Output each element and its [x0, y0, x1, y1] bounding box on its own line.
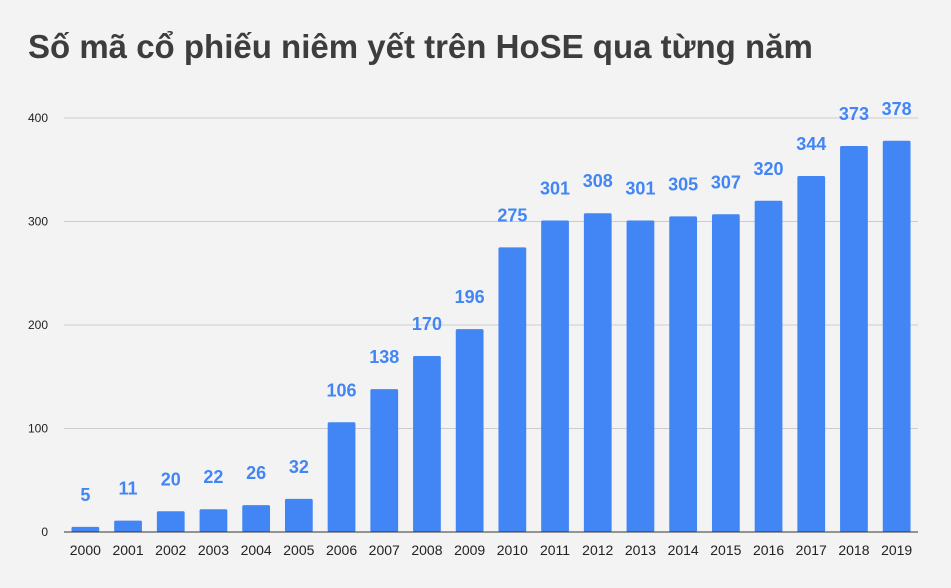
bar-2016: [754, 200, 783, 533]
y-tick-label: 100: [28, 422, 48, 436]
x-tick-label-2006: 2006: [326, 542, 357, 558]
bar-2005: [284, 498, 313, 532]
bar-2015: [711, 214, 740, 532]
x-tick-label-2003: 2003: [198, 542, 229, 558]
data-label-2001: 11: [119, 479, 138, 499]
bar-2018: [840, 145, 868, 532]
data-label-2009: 196: [455, 287, 485, 307]
x-tick-label-2008: 2008: [411, 542, 442, 558]
data-label-2011: 301: [540, 178, 570, 198]
data-label-2016: 320: [754, 159, 784, 179]
bar-2017: [797, 175, 826, 532]
data-label-2019: 378: [882, 99, 912, 119]
bar-2000: [71, 526, 100, 532]
x-tick-label-2012: 2012: [582, 542, 613, 558]
x-tick-label-2013: 2013: [625, 542, 656, 558]
x-tick-label-2017: 2017: [796, 542, 827, 558]
data-label-2017: 344: [796, 134, 826, 154]
data-label-2002: 20: [161, 469, 181, 489]
bar-2004: [242, 505, 271, 532]
data-label-2012: 308: [583, 171, 613, 191]
x-tick-label-2014: 2014: [668, 542, 699, 558]
bar-2008: [413, 356, 441, 532]
x-tick-label-2015: 2015: [710, 542, 741, 558]
data-label-2010: 275: [497, 205, 527, 225]
bar-2011: [541, 220, 569, 532]
x-tick-label-2000: 2000: [70, 542, 101, 558]
x-tick-label-2016: 2016: [753, 542, 784, 558]
bar-2001: [114, 520, 142, 532]
data-label-2013: 301: [625, 178, 655, 198]
data-label-2018: 373: [839, 104, 869, 124]
bar-2013: [626, 220, 655, 532]
x-tick-label-2019: 2019: [881, 542, 912, 558]
data-label-2008: 170: [412, 314, 442, 334]
bar-2003: [199, 509, 228, 532]
x-tick-label-2005: 2005: [283, 542, 314, 558]
x-tick-label-2007: 2007: [369, 542, 400, 558]
bar-2012: [583, 213, 612, 532]
data-label-2007: 138: [369, 347, 399, 367]
y-tick-label: 200: [28, 318, 48, 332]
data-label-2015: 307: [711, 172, 741, 192]
x-tick-label-2002: 2002: [155, 542, 186, 558]
y-tick-label: 0: [41, 525, 48, 539]
bar-2010: [498, 247, 527, 532]
bar-2019: [882, 140, 911, 532]
x-tick-label-2004: 2004: [241, 542, 272, 558]
y-tick-label: 400: [28, 111, 48, 125]
bar-2002: [156, 511, 185, 532]
data-label-2003: 22: [203, 467, 223, 487]
bar-2007: [370, 389, 399, 532]
bar-2014: [669, 216, 698, 532]
bar-2009: [455, 329, 484, 532]
y-tick-label: 300: [28, 215, 48, 229]
data-label-2000: 5: [80, 485, 90, 505]
data-label-2005: 32: [289, 457, 309, 477]
x-tick-label-2009: 2009: [454, 542, 485, 558]
data-label-2004: 26: [246, 463, 266, 483]
bar-2006: [327, 422, 356, 532]
chart-title: Số mã cổ phiếu niêm yết trên HoSE qua từ…: [28, 28, 813, 65]
data-label-2006: 106: [327, 380, 357, 400]
data-label-2014: 305: [668, 174, 698, 194]
x-tick-label-2010: 2010: [497, 542, 528, 558]
x-tick-label-2018: 2018: [838, 542, 869, 558]
x-tick-label-2011: 2011: [540, 542, 570, 558]
x-tick-label-2001: 2001: [112, 542, 143, 558]
